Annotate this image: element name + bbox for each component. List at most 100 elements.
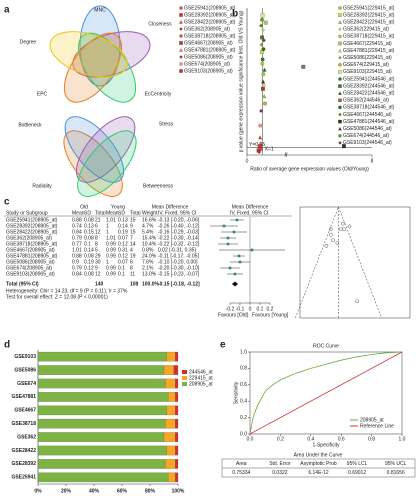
table-cell: 19 xyxy=(130,253,136,259)
y-tick-label: 0.2 xyxy=(240,415,247,421)
venn-bottom xyxy=(63,116,137,197)
x-axis-title: 1-Specificity xyxy=(313,442,340,448)
table-cell: 0.07 xyxy=(118,259,128,265)
legend-label: GSE38718(244546_at) xyxy=(343,105,395,111)
table-cell: 11 xyxy=(130,271,135,277)
table-cell: -0.13 [-0.20, -0.06] xyxy=(158,217,200,223)
legend-label: GSE38718(229415_at) xyxy=(343,34,395,40)
table-cell: 0.19 xyxy=(84,259,94,265)
x-tick-label: 0.4 xyxy=(307,436,314,442)
table-cell: 0.88 xyxy=(72,253,82,259)
point xyxy=(179,20,183,24)
table-cell: 9 xyxy=(95,265,98,271)
table-cell: 2.1% xyxy=(142,265,154,271)
point xyxy=(347,224,352,229)
line xyxy=(249,351,403,435)
total-cell: Total (95% CI) xyxy=(6,281,39,287)
table-cell: 0.08 xyxy=(84,271,94,277)
point xyxy=(341,144,346,149)
venn-label: MNC xyxy=(94,7,106,13)
column-header: SD xyxy=(118,210,125,216)
table-cell: 0.79 xyxy=(72,265,82,271)
column-header: Weight xyxy=(142,210,158,216)
bar-segment xyxy=(173,365,179,375)
table-cell: 8 xyxy=(130,265,133,271)
table-cell: GSE28392(208905_at) xyxy=(6,223,58,229)
column-header: Mean xyxy=(106,210,119,216)
venn-set xyxy=(75,116,136,183)
table-cell: 8 xyxy=(95,241,98,247)
table-title: Area Under the Curve xyxy=(294,452,343,458)
table-cell: 1 xyxy=(106,229,109,235)
column-header: IV, Fixed, 95% CI xyxy=(230,210,268,216)
table-cell: 0.08 xyxy=(84,217,94,223)
table-cell: 7 xyxy=(130,235,133,241)
table-cell: 0.31 xyxy=(118,247,128,253)
table-cell: 0.02 [-0.31, 0.35] xyxy=(158,247,196,253)
table-header: Std. Error xyxy=(269,461,291,467)
point xyxy=(338,91,342,95)
bar-segment xyxy=(175,378,179,389)
x-tick-label: 0.2 xyxy=(277,436,284,442)
point xyxy=(338,6,342,10)
legend-swatch xyxy=(182,370,187,374)
x-tick-label: 40% xyxy=(89,488,100,494)
table-cell: 0.79 xyxy=(72,235,82,241)
table-cell: 0.1 xyxy=(118,271,125,277)
table-cell: 0.14 xyxy=(118,223,128,229)
table-cell: 6 xyxy=(130,259,133,265)
bar-segment xyxy=(175,459,179,469)
table-cell: 0.99 xyxy=(106,253,116,259)
table-cell: -0.22 [-0.32, -0.12] xyxy=(158,241,200,247)
table-cell: 15.4% xyxy=(142,235,157,241)
table-cell: 1 xyxy=(106,223,109,229)
point xyxy=(342,227,346,232)
x-tick-label: 100% xyxy=(172,488,185,494)
point xyxy=(261,38,266,43)
column-header: Mean xyxy=(72,210,85,216)
bar-segment xyxy=(175,392,179,402)
effect-square xyxy=(238,260,242,264)
bar-segment xyxy=(163,432,176,442)
y-tick-label: 0.8 xyxy=(240,366,247,372)
table-cell: GSE674(208905_at) xyxy=(6,265,52,271)
total-cell: -0.15 [-0.18, -0.12] xyxy=(158,281,200,287)
legend-label: GSE362(229415_at) xyxy=(343,27,389,33)
point xyxy=(324,244,329,248)
line xyxy=(249,351,403,435)
table-cell: 7.6% xyxy=(142,259,154,265)
table-cell: -0.11 [-0.17, -0.05] xyxy=(158,253,199,259)
legend-label: GSE47881(208905_at) xyxy=(184,47,236,53)
bar-segment xyxy=(175,445,179,456)
y-tick-label: 0.0 xyxy=(240,431,247,437)
bar-segment xyxy=(37,432,165,442)
panel-label: e xyxy=(220,340,226,351)
x-tick-label: 1.0 xyxy=(399,436,406,442)
effect-square xyxy=(226,236,230,240)
legend-label: 244546_at xyxy=(189,369,213,375)
table-cell: GSE5086(208905_at) xyxy=(6,259,55,265)
x-tick-label: 0.6 xyxy=(338,436,345,442)
point xyxy=(338,105,342,110)
venn-label: EPC xyxy=(37,91,48,97)
y-axis-title: Sensitivity xyxy=(233,381,239,404)
footnote: Heterogeneity: Chi² = 14.23, df = 9 (P =… xyxy=(6,288,128,294)
table-cell: GSE47881(208905_at) xyxy=(6,253,58,259)
point xyxy=(258,144,263,149)
group-header: Old xyxy=(80,204,88,210)
effect-square xyxy=(228,266,232,270)
y-tick-label: GSE4667 xyxy=(14,408,36,414)
venn-label: Bottleneck xyxy=(18,122,42,128)
legend-label: GSE28392(229415_at) xyxy=(343,12,395,18)
point xyxy=(301,64,306,69)
point xyxy=(257,150,262,155)
effect-square xyxy=(232,230,236,234)
point xyxy=(260,28,265,32)
table-cell: 0.12 xyxy=(118,253,128,259)
bar-segment xyxy=(37,405,167,416)
venn-label: Stress xyxy=(159,121,174,127)
y-tick-label: 0.4 xyxy=(240,399,247,405)
panel-label: d xyxy=(4,340,10,351)
total-cell: 100.0% xyxy=(142,281,160,287)
table-cell: GSE28422(208905_at) xyxy=(6,229,58,235)
